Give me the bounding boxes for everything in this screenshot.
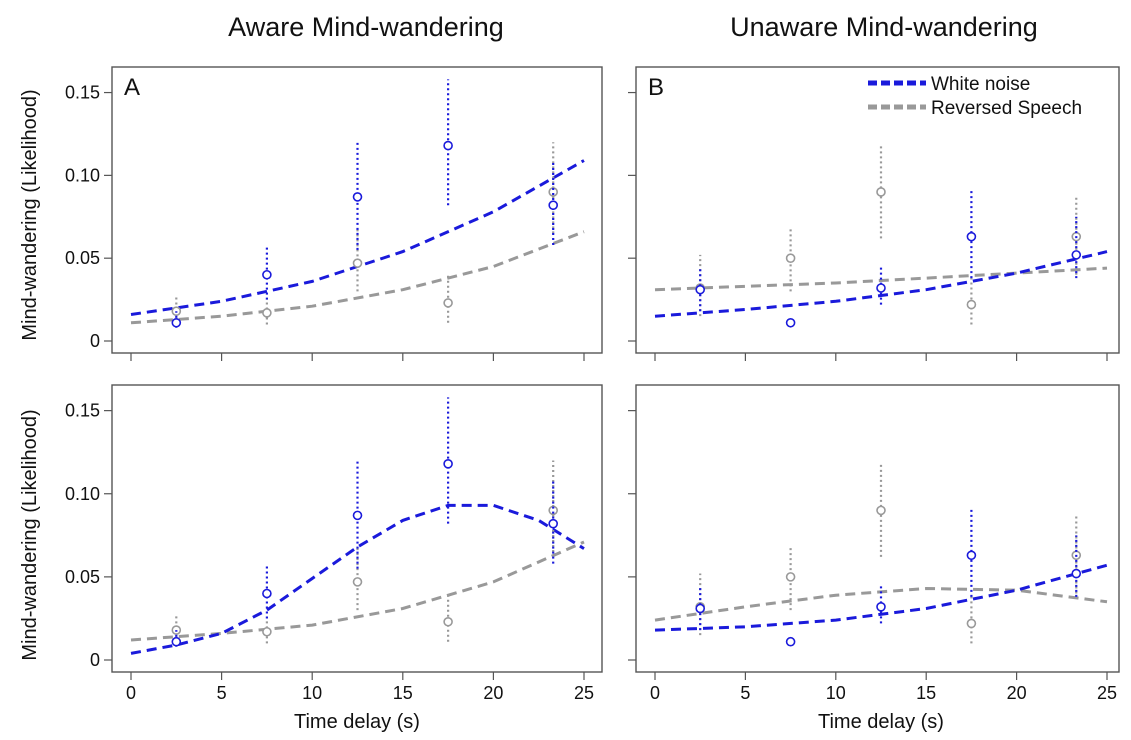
y-axis-label-bottom: Mind-wandering (Likelihood) [19,409,41,660]
panel-2: 0 5 10 15 20 25 0 0.05 0.10 0.15 [65,384,603,703]
reversed-speech-point [876,187,886,197]
white-noise-point [443,140,453,151]
column-title-unaware: Unaware Mind-wandering [730,12,1038,42]
panel-0: 0 0.05 0.10 0.15 A [65,66,603,361]
x-tick-label: 25 [574,683,594,703]
y-tick-label: 0 [90,331,100,351]
y-tick-label: 0.10 [65,484,100,504]
reversed-speech-point [262,308,272,318]
panel-letter: B [648,74,664,101]
white-noise-point [785,636,796,647]
panel-1: B White noise Reversed Speech [628,66,1120,361]
reversed-speech-point [443,616,453,627]
y-tick-label: 0 [90,650,100,670]
reversed-speech-point [785,572,796,582]
x-tick-label: 10 [302,683,322,703]
panel-frame [635,384,1120,673]
white-noise-point [171,317,182,328]
white-noise-point [695,284,706,295]
white-noise-point [262,269,272,280]
column-title-aware: Aware Mind-wandering [228,12,504,42]
x-axis-label-right: Time delay (s) [818,711,944,733]
white-noise-point [548,518,558,529]
legend: White noise Reversed Speech [868,74,1082,119]
fit-line-reversed-speech [654,266,1108,292]
reversed-speech-point [443,298,453,308]
reversed-speech-point [876,505,886,516]
reversed-speech-point [548,505,558,516]
white-noise-point [352,510,363,521]
panel-letter: A [124,74,140,101]
white-noise-point [876,601,886,612]
y-tick-label: 0.10 [65,165,100,185]
reversed-speech-point [785,253,796,263]
panel-frame [635,66,1120,354]
x-tick-label: 0 [650,683,660,703]
panels: 0 0.05 0.10 0.15 A B White noise Reversed Speec… [65,66,1120,703]
y-tick-label: 0.05 [65,248,100,268]
x-tick-label: 15 [916,683,936,703]
white-noise-point [966,231,977,242]
panel-3: 0 5 10 15 20 25 [628,384,1120,703]
reversed-speech-point [352,258,363,268]
y-axis-label-top: Mind-wandering (Likelihood) [19,89,41,340]
legend-label: Reversed Speech [931,98,1082,119]
fit-line-reversed-speech [130,230,585,325]
x-tick-label: 5 [740,683,750,703]
white-noise-point [695,603,706,614]
reversed-speech-point [966,618,977,629]
reversed-speech-point [352,577,363,587]
white-noise-point [1071,250,1082,260]
y-tick-label: 0.15 [65,83,100,103]
x-tick-label: 15 [393,683,413,703]
white-noise-point [785,317,796,328]
reversed-speech-point [262,626,272,637]
x-tick-label: 20 [483,683,503,703]
white-noise-point [443,459,453,469]
y-tick-label: 0.15 [65,401,100,421]
white-noise-point [262,588,272,599]
white-noise-point [876,283,886,293]
y-tick-label: 0.05 [65,567,100,587]
white-noise-point [1071,568,1082,579]
fit-line-reversed-speech [130,540,585,642]
white-noise-point [548,200,558,210]
x-tick-label: 20 [1007,683,1027,703]
panel-frame [111,384,603,673]
reversed-speech-point [966,299,977,310]
x-tick-label: 10 [826,683,846,703]
legend-label: White noise [931,74,1030,95]
white-noise-point [171,636,182,647]
x-tick-label: 0 [126,683,136,703]
white-noise-point [352,192,363,202]
x-tick-label: 25 [1097,683,1117,703]
x-tick-label: 5 [217,683,227,703]
white-noise-point [966,550,977,561]
fit-line-white-noise [654,250,1108,318]
fit-line-white-noise [654,563,1108,632]
x-axis-label-left: Time delay (s) [294,711,420,733]
panel-frame [111,66,603,354]
